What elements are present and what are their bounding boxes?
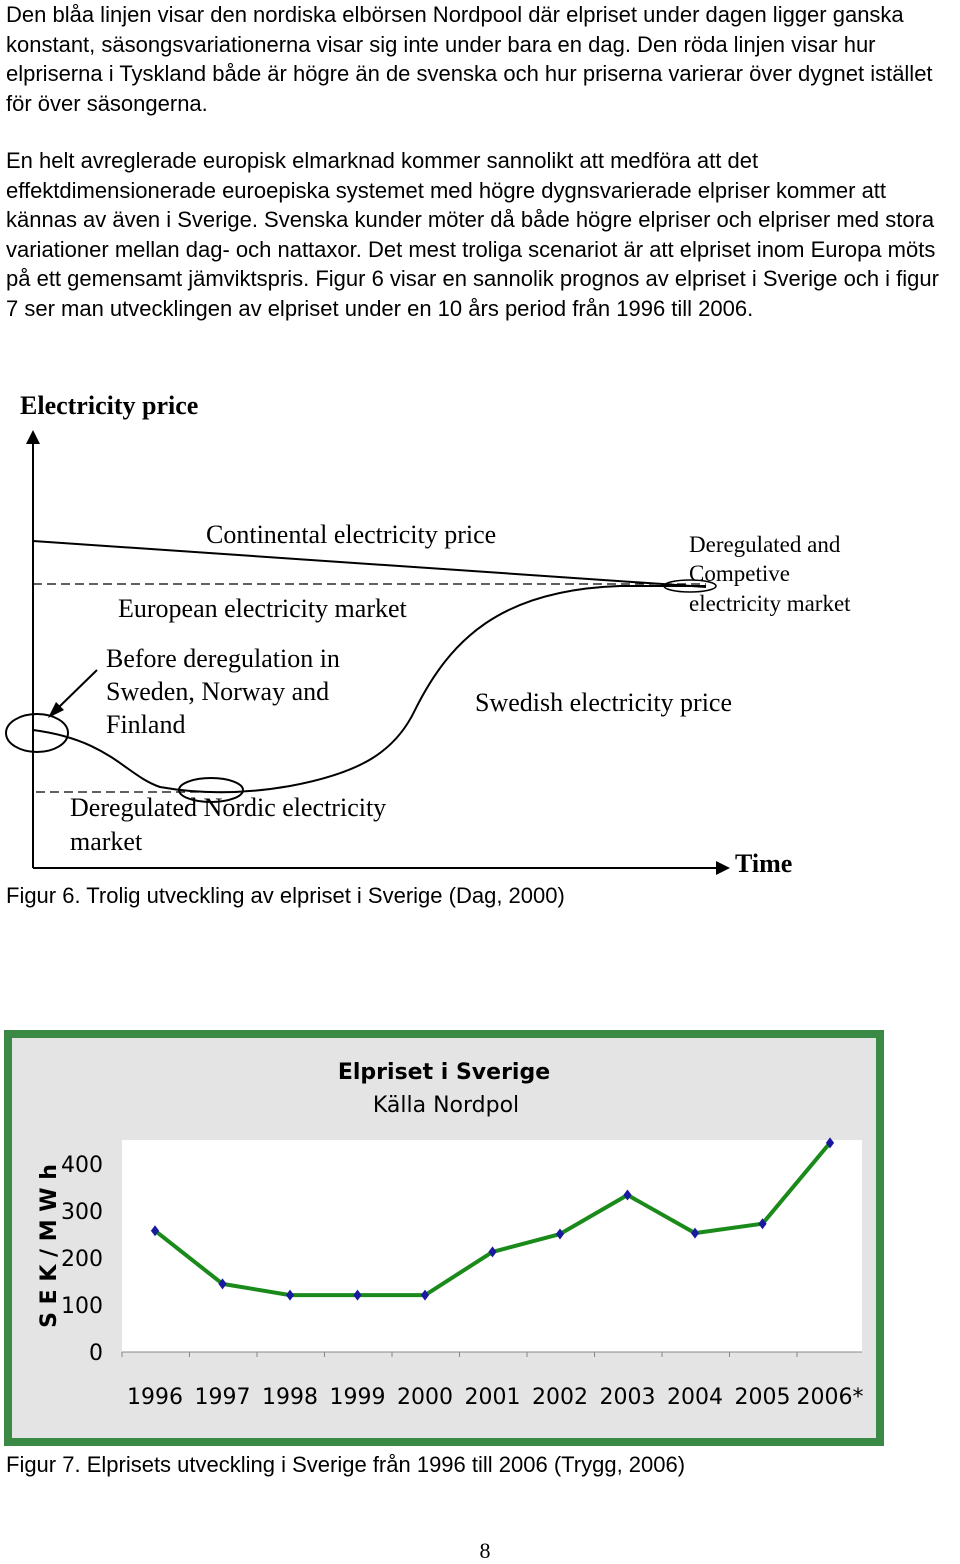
x-tick-label: 2001 bbox=[465, 1385, 521, 1410]
y-axis-arrow bbox=[26, 430, 40, 444]
page-number: 8 bbox=[479, 1538, 491, 1563]
y-tick-label: 200 bbox=[61, 1247, 103, 1272]
continental-price-line bbox=[32, 540, 707, 588]
convergence-marker bbox=[663, 579, 717, 593]
data-point-marker bbox=[623, 1189, 632, 1201]
continental-price-label: Continental electricity price bbox=[206, 520, 496, 549]
before-deregulation-label-1: Before deregulation in bbox=[106, 644, 340, 673]
y-tick-label: 100 bbox=[61, 1294, 103, 1319]
x-axis-label: Time bbox=[735, 849, 792, 878]
data-point-marker bbox=[690, 1227, 700, 1239]
y-axis-label: Electricity price bbox=[20, 391, 198, 420]
figure-6-diagram: Electricity price Time Continental elect… bbox=[5, 391, 851, 878]
pointer-arrow-head bbox=[48, 702, 64, 718]
paragraph-1: Den blåa linjen visar den nordiska elbör… bbox=[6, 2, 933, 116]
x-tick-label: 1998 bbox=[262, 1385, 318, 1410]
y-tick-label: 300 bbox=[61, 1200, 103, 1225]
data-point-marker bbox=[218, 1278, 227, 1290]
figure-7-caption: Figur 7. Elprisets utveckling i Sverige … bbox=[6, 1452, 686, 1477]
data-point-marker bbox=[488, 1246, 497, 1258]
figure-7-chart: Elpriset i Sverige Källa Nordpol S E K /… bbox=[4, 1030, 884, 1446]
chart-title: Elpriset i Sverige bbox=[338, 1060, 550, 1085]
x-tick-label: 2003 bbox=[600, 1385, 656, 1410]
pointer-arrow-line bbox=[57, 669, 98, 709]
deregulated-market-label-2: Competive bbox=[689, 561, 790, 586]
x-tick-label: 2005 bbox=[735, 1385, 791, 1410]
data-point-marker bbox=[758, 1218, 767, 1230]
data-point-marker bbox=[420, 1289, 430, 1301]
x-tick-label: 1996 bbox=[127, 1385, 183, 1410]
data-point-marker bbox=[285, 1289, 295, 1301]
chart-plot-area bbox=[122, 1140, 862, 1352]
swedish-price-curve bbox=[32, 585, 706, 794]
before-deregulation-marker bbox=[5, 713, 69, 753]
x-tick-label: 2000 bbox=[397, 1385, 453, 1410]
swedish-price-label: Swedish electricity price bbox=[475, 688, 732, 717]
y-tick-label: 400 bbox=[61, 1153, 103, 1178]
x-tick-label: 2004 bbox=[667, 1385, 723, 1410]
deregulated-market-label-1: Deregulated and bbox=[689, 532, 841, 557]
nordic-minimum-marker bbox=[178, 777, 244, 803]
data-point-marker bbox=[555, 1228, 565, 1240]
chart-y-axis-label: S E K / M W h bbox=[37, 1164, 62, 1328]
before-deregulation-label-3: Finland bbox=[106, 710, 185, 739]
x-tick-label: 2002 bbox=[532, 1385, 588, 1410]
data-point-marker bbox=[150, 1225, 160, 1237]
chart-subtitle: Källa Nordpol bbox=[373, 1093, 519, 1118]
deregulated-market-label-3: electricity market bbox=[689, 591, 851, 616]
x-tick-label: 2006* bbox=[797, 1385, 864, 1410]
data-point-marker bbox=[825, 1137, 835, 1149]
data-point-marker bbox=[353, 1289, 362, 1301]
before-deregulation-label-2: Sweden, Norway and bbox=[106, 677, 329, 706]
nordic-market-label-1: Deregulated Nordic electricity bbox=[70, 793, 386, 822]
x-axis-arrow bbox=[716, 861, 730, 875]
y-tick-label: 0 bbox=[89, 1341, 103, 1366]
european-market-label: European electricity market bbox=[118, 594, 408, 623]
paragraph-2: En helt avreglerade europisk elmarknad k… bbox=[6, 148, 939, 321]
nordic-market-label-2: market bbox=[70, 827, 143, 856]
x-tick-label: 1999 bbox=[330, 1385, 386, 1410]
x-tick-label: 1997 bbox=[195, 1385, 251, 1410]
figure-6-caption: Figur 6. Trolig utveckling av elpriset i… bbox=[6, 883, 565, 908]
